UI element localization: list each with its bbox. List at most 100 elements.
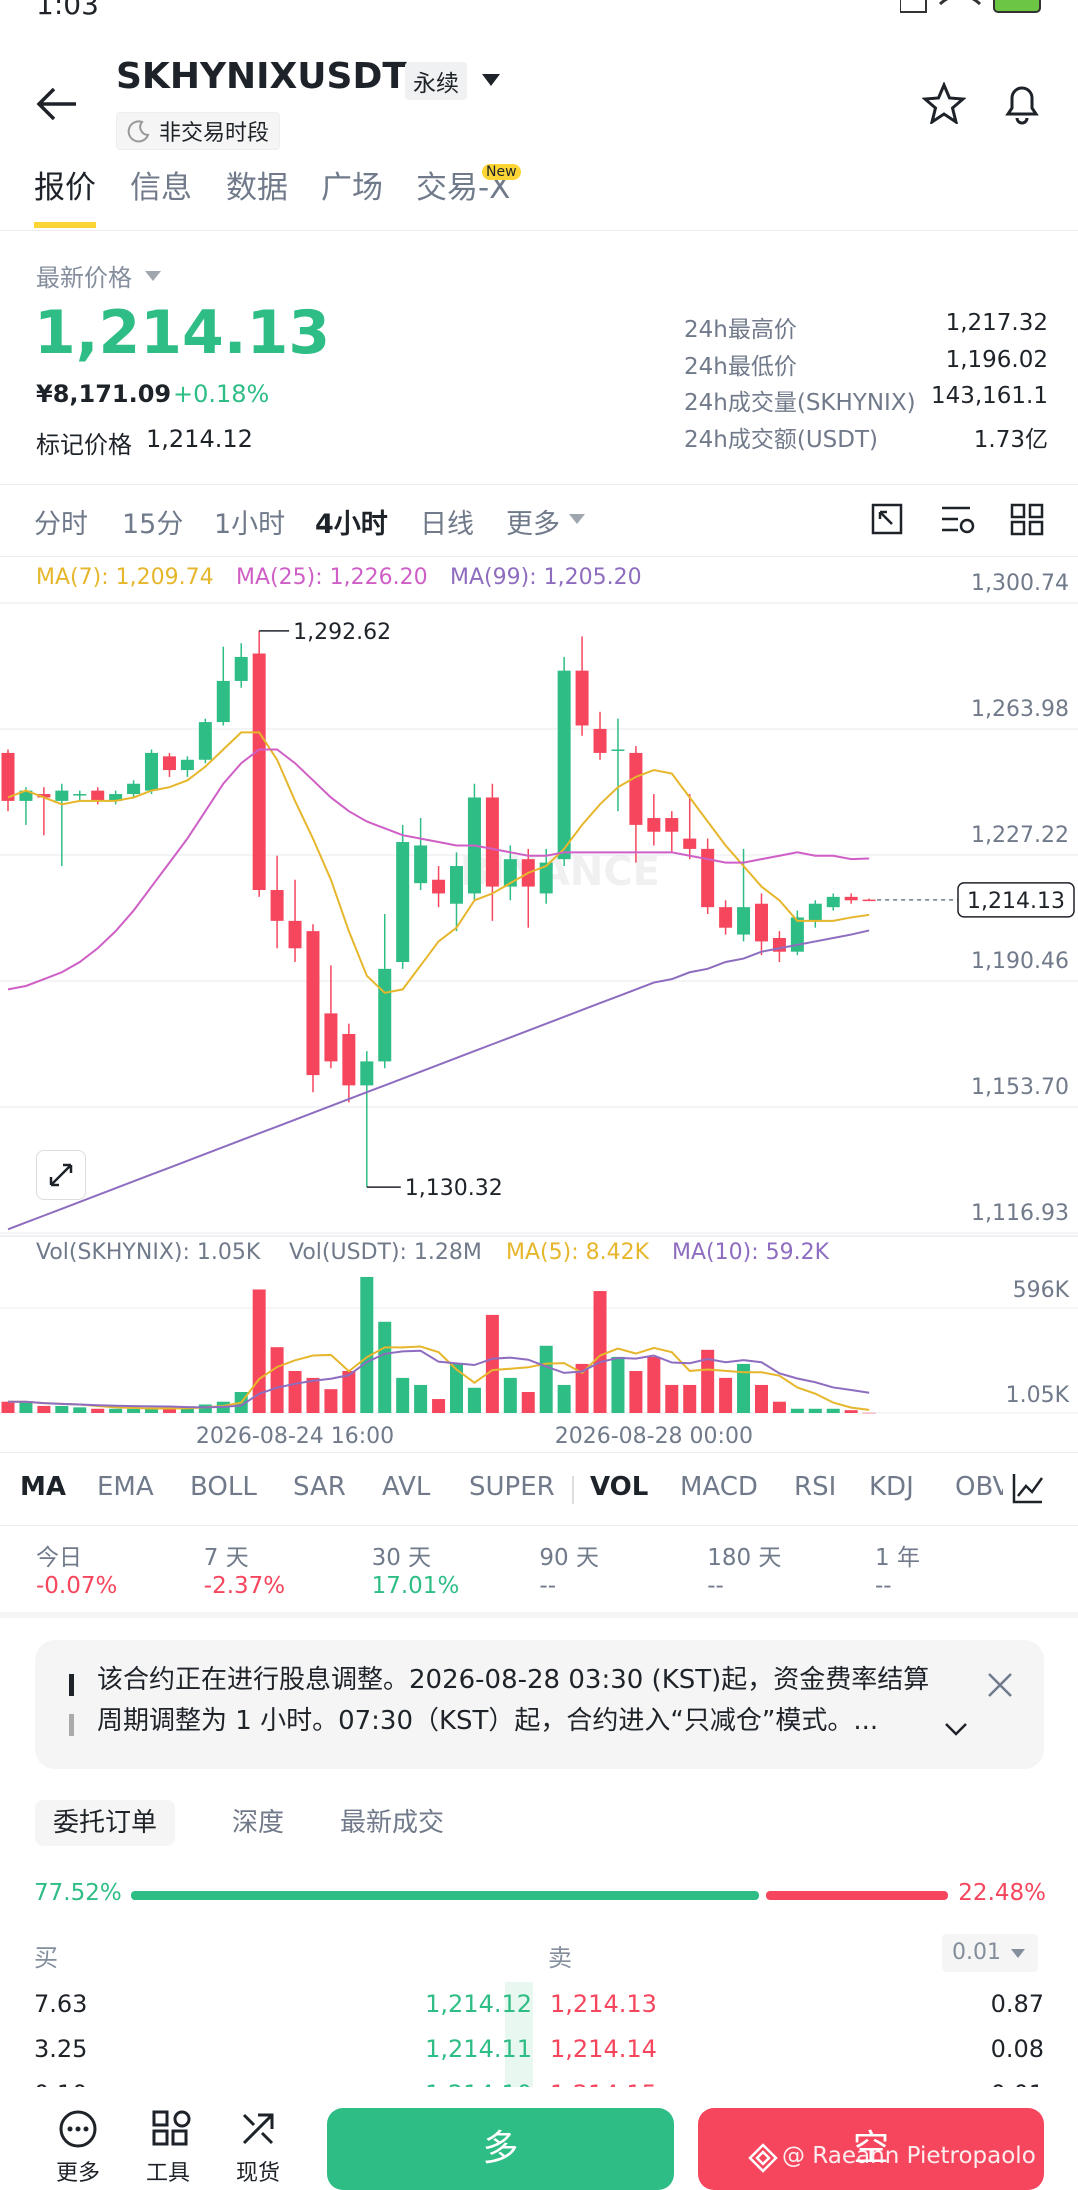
short-button[interactable]: 空 xyxy=(698,2108,1044,2190)
y-tick-label: 596K xyxy=(1013,1278,1070,1303)
tab[interactable]: 报价 xyxy=(34,170,96,206)
nav-item[interactable]: 现货 xyxy=(235,2161,280,2186)
session-text: 非交易时段 xyxy=(159,121,270,146)
volume-bar xyxy=(719,1377,733,1413)
volume-bar xyxy=(485,1314,499,1413)
interval[interactable]: 15分 xyxy=(122,509,184,540)
price-dropdown[interactable] xyxy=(144,270,162,282)
indicator-settings[interactable] xyxy=(1010,1470,1046,1506)
bid-price: 1,214.12 xyxy=(425,1990,532,2018)
back-button[interactable] xyxy=(36,86,78,122)
candle-body xyxy=(701,848,715,908)
price-change: +0.18% xyxy=(173,380,270,408)
indicator[interactable]: OBV xyxy=(955,1472,1003,1502)
ask-qty: 0.08 xyxy=(990,2035,1044,2063)
indicator[interactable]: MA xyxy=(20,1472,66,1502)
nav-item[interactable]: 更多 xyxy=(55,2161,100,2186)
candle-body xyxy=(288,920,302,949)
orderbook-tab[interactable]: 深度 xyxy=(232,1808,285,1838)
indicator[interactable]: EMA xyxy=(97,1472,154,1502)
cny-price: ¥8,171.09 xyxy=(36,380,172,408)
indicator[interactable]: AVL xyxy=(382,1472,431,1502)
alert-button[interactable] xyxy=(1000,80,1044,126)
candle-body xyxy=(91,790,105,801)
indicator[interactable]: SAR xyxy=(293,1472,346,1502)
interval[interactable]: 更多 xyxy=(506,509,560,540)
tab[interactable]: 广场 xyxy=(321,170,383,206)
indicator[interactable]: SUPER xyxy=(469,1472,555,1502)
session-chip: 非交易时段 xyxy=(116,112,281,150)
volume-bar xyxy=(754,1384,768,1413)
volume-title: Vol(USDT): 1.28M xyxy=(289,1240,482,1265)
last-price-label: 1,214.13 xyxy=(967,889,1065,914)
volume-bar xyxy=(109,1408,123,1413)
tab[interactable]: 数据 xyxy=(226,170,288,206)
candle-body xyxy=(683,838,697,849)
chart-tools[interactable] xyxy=(870,502,1050,538)
tab-indicator xyxy=(34,222,96,228)
interval[interactable]: 1小时 xyxy=(214,509,286,540)
notice-text: 该合约正在进行股息调整。2026-08-28 03:30 (KST)起，资金费率… xyxy=(97,1665,930,1736)
candle-body xyxy=(19,790,33,801)
new-badge: New xyxy=(482,164,521,180)
indicator[interactable]: BOLL xyxy=(190,1472,257,1502)
ma-line xyxy=(7,731,870,994)
candle-body xyxy=(127,783,141,795)
candle-body xyxy=(270,890,284,921)
ask-qty: 0.87 xyxy=(990,1990,1044,2018)
stat-value: 1,217.32 xyxy=(945,310,1048,336)
interval[interactable]: 分时 xyxy=(34,509,88,540)
expand-button[interactable] xyxy=(36,1150,86,1200)
indicator[interactable]: KDJ xyxy=(869,1472,914,1502)
candle-body xyxy=(575,670,589,726)
nav-item[interactable]: 工具 xyxy=(145,2161,190,2186)
notice-box[interactable]: 该合约正在进行股息调整。2026-08-28 03:30 (KST)起，资金费率… xyxy=(35,1640,1044,1769)
low-label: 1,130.32 xyxy=(405,1176,503,1201)
last-price: 1,214.13 xyxy=(34,298,331,368)
notice-expand[interactable] xyxy=(943,1720,969,1738)
interval[interactable]: 4小时 xyxy=(315,509,388,540)
precision-select[interactable]: 0.01 xyxy=(942,1934,1038,1972)
candle-body xyxy=(306,931,320,1076)
indicator[interactable]: VOL xyxy=(590,1472,649,1502)
notice-marker xyxy=(69,1674,74,1696)
volume-title: Vol(SKHYNIX): 1.05K xyxy=(36,1240,261,1265)
divider xyxy=(0,230,1078,231)
orderbook-tab[interactable]: 最新成交 xyxy=(340,1808,445,1838)
favorite-button[interactable] xyxy=(922,82,966,124)
long-button[interactable]: 多 xyxy=(327,2108,674,2190)
orderbook-tab[interactable]: 委托订单 xyxy=(35,1800,176,1846)
ma-legend: MA(25): 1,226.20 xyxy=(236,565,428,590)
candle-body xyxy=(342,1033,356,1086)
perf-label: 今日 xyxy=(36,1545,82,1571)
symbol[interactable]: SKHYNIXUSDT xyxy=(116,56,407,97)
notice-close[interactable] xyxy=(985,1670,1015,1700)
volume-bar xyxy=(414,1384,428,1413)
volume-bar xyxy=(450,1363,463,1413)
divider xyxy=(0,556,1078,557)
symbol-dropdown[interactable] xyxy=(480,72,502,88)
tab[interactable]: 信息 xyxy=(130,170,192,206)
volume-bar xyxy=(808,1408,822,1413)
buy-ratio: 77.52% xyxy=(34,1880,122,1906)
candle-body xyxy=(450,866,463,904)
volume-bar xyxy=(1,1401,15,1413)
volume-ma-line xyxy=(8,1349,870,1409)
indicator[interactable]: MACD xyxy=(680,1472,758,1502)
volume-bar xyxy=(432,1399,446,1413)
candle-body xyxy=(719,907,733,928)
candle-body xyxy=(557,670,571,860)
indicator[interactable]: RSI xyxy=(794,1472,837,1502)
divider xyxy=(0,1452,1078,1453)
more-dropdown[interactable] xyxy=(568,513,586,525)
candle-body xyxy=(1,752,15,801)
volume-bar xyxy=(557,1384,571,1413)
candle-body xyxy=(485,797,499,887)
volume-bar xyxy=(503,1377,517,1413)
interval[interactable]: 日线 xyxy=(420,509,474,540)
price-label: 最新价格 xyxy=(36,264,132,292)
candle-body xyxy=(539,862,553,894)
candle-body xyxy=(252,653,266,891)
ask-price: 1,214.13 xyxy=(550,1990,657,2018)
